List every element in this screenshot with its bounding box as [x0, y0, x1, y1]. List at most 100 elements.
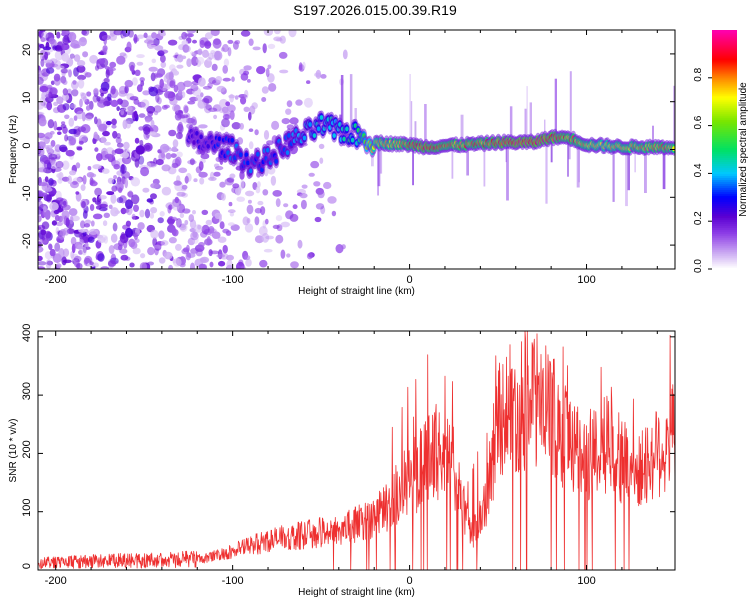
heatmap-speckle — [206, 236, 211, 246]
heatmap-speckle — [184, 175, 189, 184]
heatmap-speckle — [56, 173, 62, 179]
heatmap-speckle — [38, 101, 45, 110]
heatmap-speckle — [151, 32, 157, 39]
heatmap-speckle — [259, 259, 268, 268]
heatmap-speckle — [60, 68, 68, 74]
heatmap-speckle — [179, 212, 185, 218]
heatmap-speckle — [97, 58, 106, 65]
snr-y-tick-label: 400 — [21, 324, 33, 342]
heatmap-speckle — [153, 110, 159, 116]
heatmap-speckle — [176, 191, 186, 197]
heatmap-speckle — [229, 110, 235, 121]
heatmap-speckle — [86, 91, 92, 97]
heatmap-speckle — [145, 118, 151, 123]
colorbar-swatch — [712, 30, 737, 33]
heatmap-streak — [627, 147, 630, 191]
colorbar-swatch — [712, 177, 737, 180]
heatmap-speckle — [73, 54, 81, 62]
heatmap-speckle — [160, 54, 166, 63]
heatmap-speckle — [150, 193, 157, 200]
heatmap-speckle — [105, 120, 112, 126]
colorbar-swatch — [712, 49, 737, 53]
heatmap-speckle — [110, 85, 116, 95]
colorbar-swatch — [712, 79, 737, 83]
heatmap-speckle — [38, 200, 44, 210]
heatmap-speckle — [271, 120, 280, 130]
heatmap-speckle — [126, 41, 132, 52]
heatmap-speckle — [80, 184, 86, 192]
heatmap-speckle — [318, 143, 325, 150]
colorbar-swatch — [712, 189, 737, 192]
colorbar-swatch — [712, 89, 737, 93]
heatmap-speckle — [44, 187, 53, 192]
heatmap-speckle — [99, 206, 108, 212]
heatmap-speckle — [272, 224, 280, 229]
heatmap-speckle — [186, 58, 192, 68]
colorbar-tick-label: 0.6 — [693, 115, 704, 129]
colorbar-swatch — [712, 183, 737, 186]
heatmap-speckle — [38, 215, 42, 223]
heatmap-speckle — [161, 164, 171, 172]
colorbar-swatch — [712, 69, 737, 73]
heatmap-streak — [662, 147, 666, 190]
heatmap-speckle — [265, 67, 270, 78]
colorbar-swatch — [712, 251, 737, 254]
colorbar-swatch — [712, 39, 737, 43]
heatmap-y-tick-label: 20 — [21, 44, 33, 56]
colorbar-swatch — [712, 67, 737, 71]
colorbar-swatch — [712, 59, 737, 63]
heatmap-speckle — [79, 98, 83, 108]
heatmap-speckle — [56, 126, 63, 131]
heatmap-speckle — [38, 255, 43, 261]
colorbar-tick-label: 0.4 — [693, 163, 704, 177]
heatmap-speckle — [92, 213, 103, 220]
colorbar-swatch — [712, 263, 737, 266]
heatmap-speckle — [167, 91, 176, 102]
heatmap-streak — [544, 119, 546, 140]
heatmap-speckle — [99, 203, 108, 208]
colorbar-swatch — [712, 157, 737, 161]
heatmap-speckle — [290, 261, 299, 269]
heatmap-speckle — [65, 217, 70, 227]
colorbar-swatch — [712, 121, 737, 125]
heatmap-speckle — [82, 51, 89, 58]
heatmap-speckle — [148, 66, 158, 72]
heatmap-speckle — [208, 107, 218, 113]
heatmap-speckle — [151, 58, 157, 64]
heatmap-speckle — [171, 227, 177, 236]
heatmap-speckle — [306, 80, 311, 84]
heatmap-speckle — [44, 230, 52, 239]
heatmap-speckle — [159, 49, 169, 54]
heatmap-speckle — [54, 60, 62, 70]
colorbar-swatch — [712, 37, 737, 41]
colorbar-swatch — [712, 103, 737, 107]
heatmap-speckle — [55, 221, 63, 227]
heatmap-speckle — [107, 177, 114, 184]
heatmap-speckle — [71, 89, 79, 97]
heatmap-speckle — [270, 175, 277, 186]
heatmap-speckle — [191, 51, 197, 57]
heatmap-speckle — [219, 98, 228, 108]
heatmap-speckle — [238, 94, 248, 99]
heatmap-speckle — [69, 53, 75, 59]
heatmap-y-tick-label: -10 — [21, 185, 33, 201]
heatmap-speckle — [108, 204, 113, 209]
heatmap-streak — [424, 104, 427, 147]
heatmap-speckle — [240, 96, 247, 105]
heatmap-speckle — [61, 52, 70, 62]
heatmap-speckle — [262, 43, 267, 54]
heatmap-speckle — [131, 194, 140, 205]
heatmap-speckle — [77, 79, 85, 89]
snr-y-tick-label: 300 — [21, 382, 33, 400]
heatmap-speckle — [172, 202, 180, 211]
heatmap-speckle — [140, 166, 150, 177]
heatmap-speckle — [289, 117, 299, 125]
heatmap-speckle — [247, 199, 252, 204]
colorbar-swatch — [712, 123, 737, 127]
heatmap-speckle — [53, 73, 61, 82]
heatmap-speckle — [149, 212, 155, 219]
heatmap-speckle — [132, 247, 141, 255]
heatmap-speckle — [278, 51, 288, 59]
heatmap-speckle — [133, 204, 139, 212]
heatmap-speckle — [212, 38, 222, 49]
